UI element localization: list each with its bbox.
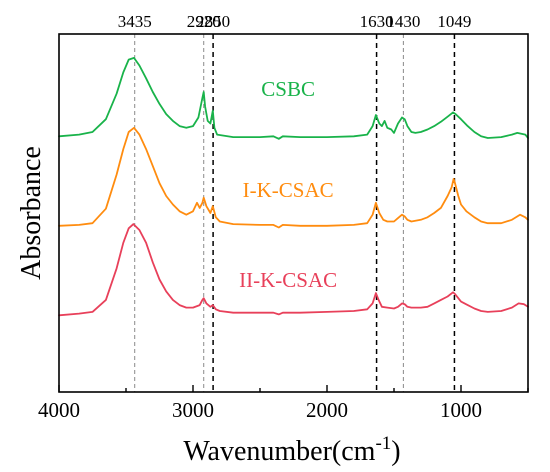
x-tick-label-3000: 3000 <box>172 398 214 422</box>
x-tick-label-2000: 2000 <box>306 398 348 422</box>
series-labels: CSBC I-K-CSAC II-K-CSAC <box>239 77 337 292</box>
plot-frame <box>58 33 529 393</box>
peak-label-1430: 1430 <box>386 12 420 31</box>
series-label-ii-k-csac: II-K-CSAC <box>239 268 337 292</box>
x-axis-title-close: ) <box>391 436 400 467</box>
peak-label-1630: 1630 <box>360 12 394 31</box>
x-axis-title-main: Wavenumber(cm <box>183 436 375 467</box>
series-line-csbc <box>58 57 529 140</box>
x-axis-title-exponent: -1 <box>375 433 391 454</box>
peak-label-2920: 2920 <box>187 12 221 31</box>
y-axis-title: Absorbance <box>16 146 47 280</box>
series-label-i-k-csac: I-K-CSAC <box>243 178 334 202</box>
series-line-i-k-csac <box>58 126 529 229</box>
x-tick-label-1000: 1000 <box>440 398 482 422</box>
x-tick-label-4000: 4000 <box>38 398 80 422</box>
x-axis-title: Wavenumber(cm-1) <box>183 433 400 467</box>
series-label-csbc: CSBC <box>261 77 315 101</box>
peak-label-2850: 2850 <box>196 12 230 31</box>
peak-label-1049: 1049 <box>437 12 471 31</box>
x-axis-ticks: 4000 3000 2000 1000 <box>38 385 529 422</box>
spectra-series <box>58 57 529 317</box>
peak-label-3435: 3435 <box>118 12 152 31</box>
series-line-ii-k-csac <box>58 223 529 317</box>
